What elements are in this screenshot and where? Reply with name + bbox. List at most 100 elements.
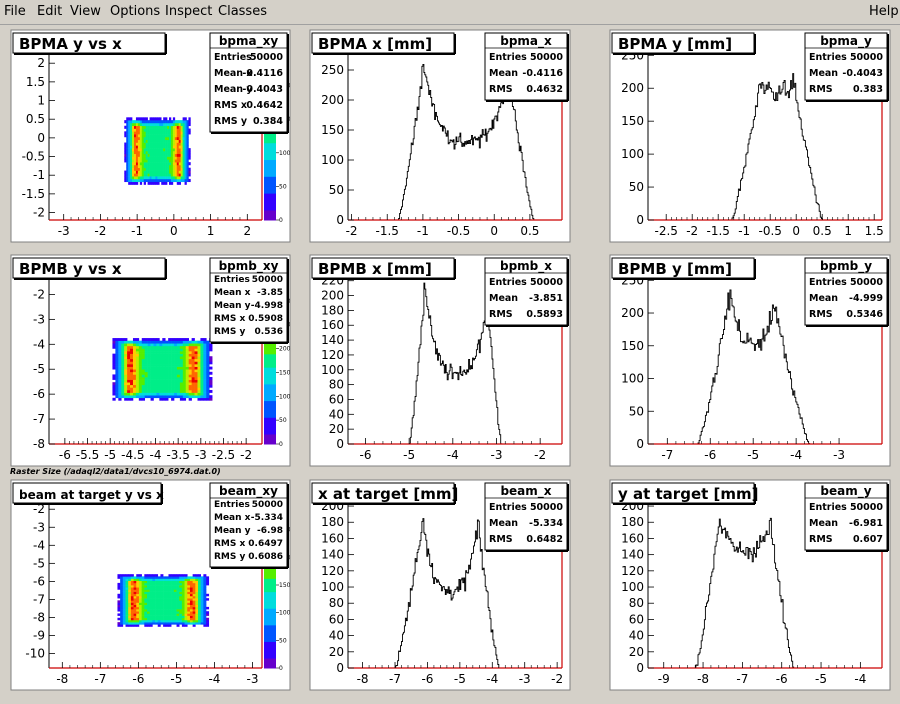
heatmap-cell <box>187 578 191 582</box>
heatmap-cell <box>165 122 168 127</box>
heatmap-cell <box>122 591 126 595</box>
heatmap-cell <box>141 176 145 180</box>
heatmap-cell <box>195 598 199 601</box>
heatmap-cell <box>157 173 160 177</box>
heatmap-cell <box>176 574 180 577</box>
heatmap-cell <box>179 580 183 584</box>
heatmap-cell <box>115 343 119 347</box>
heatmap-cell <box>165 602 169 605</box>
heatmap-cell <box>168 617 172 621</box>
heatmap-cell <box>144 395 148 399</box>
heatmap-cell <box>176 361 181 365</box>
heatmap-cell <box>157 609 161 612</box>
menu-classes[interactable]: Classes <box>218 4 267 19</box>
palette-segment <box>264 568 276 573</box>
palette-segment <box>264 363 276 368</box>
heatmap-cell <box>206 582 210 586</box>
palette-segment <box>264 654 276 659</box>
heatmap-cell <box>194 392 198 396</box>
heatmap-cell <box>174 374 178 378</box>
heatmap-cell <box>209 345 213 349</box>
palette-segment <box>264 390 276 395</box>
pad-beam_y: -9 -8 -7 -6 -5 -4020406080100120140160180200y… <box>609 479 891 691</box>
heatmap-cell <box>189 593 193 597</box>
heatmap-cell <box>128 159 131 163</box>
heatmap-cell <box>128 611 132 614</box>
heatmap-cell <box>165 117 168 121</box>
menu-edit[interactable]: Edit <box>37 4 63 19</box>
heatmap-cell <box>130 611 134 614</box>
heatmap-cell <box>178 142 181 146</box>
heatmap-cell <box>152 591 156 595</box>
canvas-svg[interactable]: 050100150200-3-2-1012-2-1.5-1-0.500.511.… <box>0 25 900 700</box>
heatmap-cell <box>137 136 141 141</box>
heatmap-cell <box>149 120 152 124</box>
heatmap-cell <box>159 397 163 401</box>
menu-file[interactable]: File <box>4 4 26 19</box>
heatmap-cell <box>145 134 148 138</box>
palette-segment <box>264 575 276 579</box>
heatmap-cell <box>157 122 160 127</box>
menu-view[interactable]: View <box>70 4 101 19</box>
heatmap-cell <box>124 173 127 177</box>
heatmap-cell <box>134 150 137 155</box>
heatmap-cell <box>198 593 201 597</box>
heatmap-cell <box>134 145 137 149</box>
heatmap-cell <box>168 356 172 360</box>
stats-name: beam_y <box>820 484 871 499</box>
heatmap-cell <box>186 120 189 124</box>
heatmap-cell <box>198 615 201 619</box>
heatmap-cell <box>147 173 150 177</box>
heatmap-cell <box>157 580 161 584</box>
menu-help[interactable]: Help <box>869 4 899 19</box>
heatmap-cell <box>200 604 204 608</box>
heatmap-cell <box>179 366 184 370</box>
heatmap-cell <box>121 361 125 365</box>
heatmap-cell <box>152 587 156 590</box>
heatmap-cell <box>121 371 125 375</box>
heatmap-cell <box>179 617 183 621</box>
heatmap-cell <box>151 181 154 185</box>
menu-inspect[interactable]: Inspect <box>165 4 213 19</box>
heatmap-cell <box>155 136 158 141</box>
heatmap-cell <box>139 178 143 183</box>
root-canvas[interactable]: 050100150200-3-2-1012-2-1.5-1-0.500.511.… <box>0 25 900 700</box>
heatmap-cell <box>180 153 183 157</box>
heatmap-cell <box>135 122 139 127</box>
heatmap-cell <box>187 580 191 584</box>
menu-options[interactable]: Options <box>110 4 161 19</box>
heatmap-cell <box>130 366 134 370</box>
x-tick-label: 0 <box>490 224 498 238</box>
heatmap-cell <box>120 574 124 577</box>
x-tick-label: -9 <box>658 672 670 686</box>
heatmap-cell <box>163 609 167 612</box>
heatmap-cell <box>163 578 167 582</box>
heatmap-cell <box>178 164 181 169</box>
heatmap-cell <box>181 585 185 588</box>
heatmap-cell <box>197 356 201 360</box>
heatmap-cell <box>122 600 126 603</box>
heatmap-cell <box>206 611 210 614</box>
heatmap-cell <box>179 582 183 586</box>
heatmap-cell <box>174 392 178 396</box>
heatmap-cell <box>151 125 154 129</box>
heatmap-cell <box>171 358 175 362</box>
stats-label: RMS y <box>214 327 246 337</box>
heatmap-cell <box>156 387 160 391</box>
heatmap-cell <box>180 136 183 141</box>
palette-segment <box>264 400 276 405</box>
x-tick-label: -4 <box>447 448 459 462</box>
heatmap-cell <box>150 356 154 360</box>
heatmap-cell <box>174 167 178 171</box>
heatmap-cell <box>185 364 189 367</box>
heatmap-cell <box>122 574 126 577</box>
heatmap-cell <box>133 622 137 625</box>
heatmap-cell <box>197 369 201 373</box>
heatmap-cell <box>155 591 159 595</box>
heatmap-cell <box>203 604 207 608</box>
heatmap-cell <box>198 591 201 595</box>
x-tick-label: -2 <box>94 224 106 238</box>
heatmap-cell <box>157 181 160 185</box>
heatmap-cell <box>192 619 196 623</box>
heatmap-cell <box>192 585 196 588</box>
